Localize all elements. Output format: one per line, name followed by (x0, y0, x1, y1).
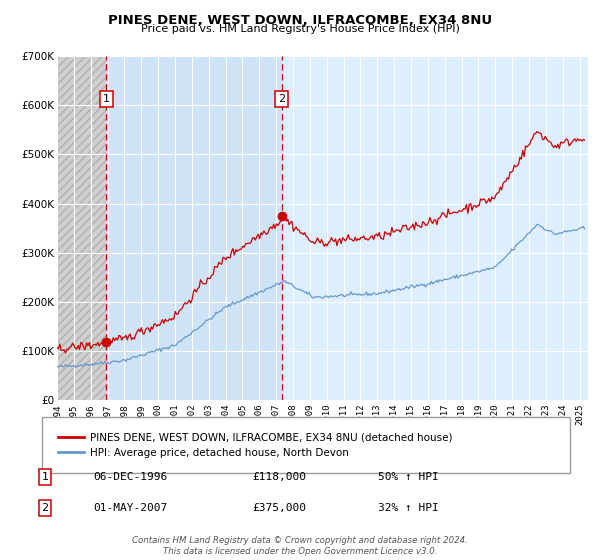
FancyBboxPatch shape (42, 417, 570, 473)
Text: 50% ↑ HPI: 50% ↑ HPI (378, 472, 439, 482)
Text: 06-DEC-1996: 06-DEC-1996 (93, 472, 167, 482)
Bar (57, 56, 106, 400)
Text: £118,000: £118,000 (252, 472, 306, 482)
Text: 32% ↑ HPI: 32% ↑ HPI (378, 503, 439, 513)
Text: Contains HM Land Registry data © Crown copyright and database right 2024.
This d: Contains HM Land Registry data © Crown c… (132, 536, 468, 556)
Bar (57, 56, 106, 400)
Text: PINES DENE, WEST DOWN, ILFRACOMBE, EX34 8NU: PINES DENE, WEST DOWN, ILFRACOMBE, EX34 … (108, 14, 492, 27)
Text: Price paid vs. HM Land Registry's House Price Index (HPI): Price paid vs. HM Land Registry's House … (140, 24, 460, 34)
Bar (106, 56, 282, 400)
Legend: PINES DENE, WEST DOWN, ILFRACOMBE, EX34 8NU (detached house), HPI: Average price: PINES DENE, WEST DOWN, ILFRACOMBE, EX34 … (52, 427, 458, 463)
Text: £375,000: £375,000 (252, 503, 306, 513)
Text: 2: 2 (41, 503, 49, 513)
Text: 2: 2 (278, 94, 285, 104)
Text: 01-MAY-2007: 01-MAY-2007 (93, 503, 167, 513)
Text: 1: 1 (41, 472, 49, 482)
Text: 1: 1 (103, 94, 110, 104)
